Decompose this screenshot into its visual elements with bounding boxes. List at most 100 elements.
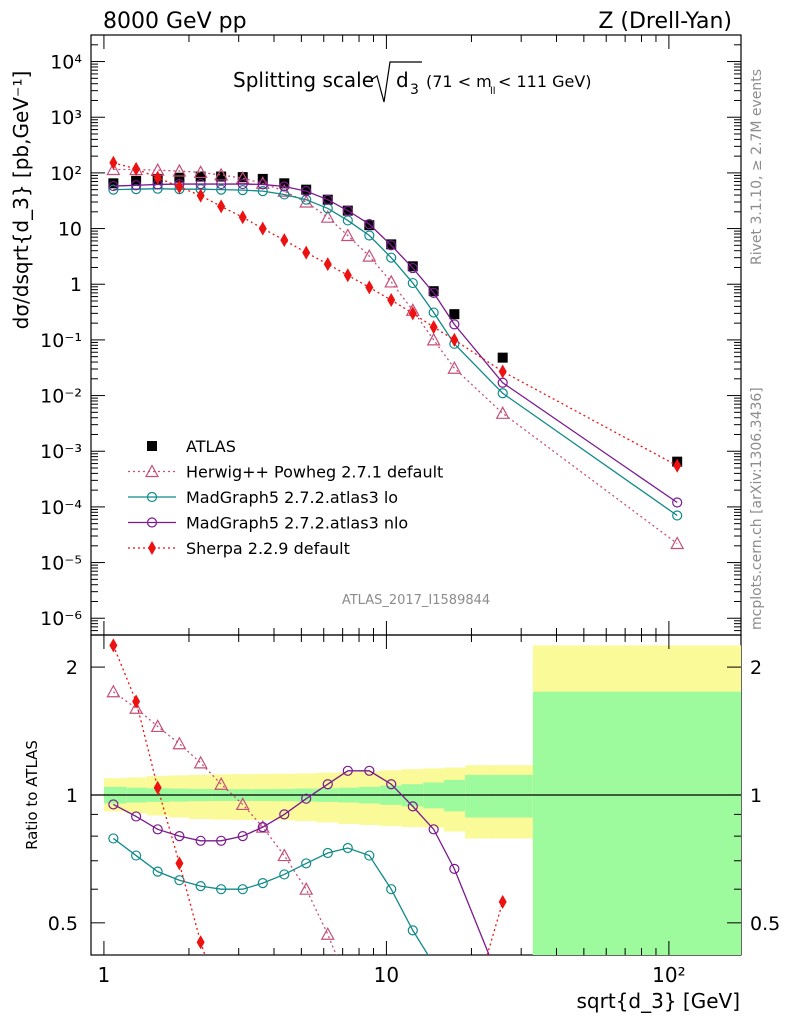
ratio-line-herwig-powheg-2-7-1-default (112, 691, 337, 955)
legend-marker (147, 441, 157, 451)
main-point-herwig-powheg-2-7-1-default (255, 176, 270, 189)
y-tick-label-main: 10⁻⁶ (40, 608, 82, 630)
main-point-madgraph5-2-7-2-atlas3-lo (279, 189, 290, 200)
side-mcplots: mcplots.cern.ch [arXiv:1306.3436] (749, 387, 765, 630)
main-point-sherpa-2-2-9-default (498, 364, 507, 379)
sqrt-icon (370, 61, 422, 103)
ratio-point-herwig-powheg-2-7-1-default (172, 736, 187, 750)
ratio-point-madgraph5-2-7-2-atlas3-nlo (342, 765, 353, 776)
main-point-herwig-powheg-2-7-1-default (320, 209, 335, 223)
legend: ATLAS Herwig++ Powheg 2.7.1 default MadGra… (128, 437, 443, 558)
ratio-point-madgraph5-2-7-2-atlas3-nlo (108, 799, 119, 810)
legend-marker (146, 517, 158, 528)
main-line-sherpa-2-2-9-default (113, 162, 678, 467)
main-point-sherpa-2-2-9-default (258, 221, 267, 236)
watermark: ATLAS_2017_I1589844 (342, 593, 490, 608)
ratio-point-madgraph5-2-7-2-atlas3-nlo (195, 835, 206, 846)
ratio-point-madgraph5-2-7-2-atlas3-nlo (364, 765, 375, 776)
y-tick-label-ratio-right: 2 (750, 657, 762, 679)
y-tick-label-main: 10⁻⁴ (40, 497, 82, 519)
ratio-point-herwig-powheg-2-7-1-default (235, 797, 250, 811)
main-point-atlas (301, 184, 312, 195)
y-tick-label-main: 10 (58, 219, 82, 241)
main-point-atlas (216, 171, 227, 182)
ratio-point-madgraph5-2-7-2-atlas3-nlo (407, 801, 418, 812)
main-point-madgraph5-2-7-2-atlas3-nlo (257, 179, 268, 190)
y-tick-label-main: 10⁻¹ (40, 330, 82, 352)
legend-label: Sherpa 2.2.9 default (186, 539, 350, 558)
main-point-sherpa-2-2-9-default (365, 280, 374, 295)
main-point-madgraph5-2-7-2-atlas3-lo (257, 186, 268, 197)
main-point-herwig-powheg-2-7-1-default (235, 171, 250, 184)
main-point-madgraph5-2-7-2-atlas3-nlo (364, 219, 375, 230)
ratio-point-madgraph5-2-7-2-atlas3-nlo (301, 793, 312, 804)
main-point-sherpa-2-2-9-default (175, 179, 184, 194)
ratio-series (106, 638, 507, 955)
main-point-madgraph5-2-7-2-atlas3-nlo (108, 180, 119, 192)
main-point-madgraph5-2-7-2-atlas3-nlo (428, 287, 439, 298)
main-point-atlas (386, 239, 397, 250)
main-point-madgraph5-2-7-2-atlas3-lo (497, 388, 508, 399)
main-point-atlas (279, 178, 290, 189)
ylabel-main: dσ/dsqrt{d_3} [pb,GeV⁻¹] (9, 71, 33, 330)
main-point-herwig-powheg-2-7-1-default (193, 165, 208, 179)
main-point-madgraph5-2-7-2-atlas3-nlo (322, 194, 333, 205)
main-point-sherpa-2-2-9-default (323, 257, 332, 272)
title-cut-close: < 111 GeV) (498, 72, 592, 91)
y-tick-label-ratio: 1 (66, 785, 78, 807)
legend-marker (144, 464, 160, 478)
main-point-herwig-powheg-2-7-1-default (172, 163, 187, 177)
ratio-point-sherpa-2-2-9-default (153, 780, 162, 795)
ratio-point-madgraph5-2-7-2-atlas3-nlo (237, 831, 248, 842)
main-point-herwig-powheg-2-7-1-default (426, 332, 441, 346)
title-cut-sub: ll (490, 86, 496, 97)
ratio-point-herwig-powheg-2-7-1-default (129, 701, 144, 714)
legend-marker (148, 541, 156, 555)
main-point-madgraph5-2-7-2-atlas3-nlo (301, 186, 312, 197)
main-point-atlas (195, 171, 206, 182)
y-tick-label-ratio-right: 1 (750, 785, 762, 807)
ratio-point-madgraph5-2-7-2-atlas3-nlo (449, 863, 460, 874)
legend-label: ATLAS (186, 437, 236, 456)
x-tick-label: 1 (98, 963, 111, 987)
title-main: Splitting scale (233, 68, 374, 92)
main-series (106, 155, 685, 550)
ratio-point-herwig-powheg-2-7-1-default (193, 755, 208, 769)
x-tick-label: 10 (374, 963, 399, 987)
main-point-madgraph5-2-7-2-atlas3-nlo (131, 180, 142, 191)
ratio-point-madgraph5-2-7-2-atlas3-lo (342, 842, 353, 854)
ratio-line-sherpa-2-2-9-default (112, 645, 206, 955)
main-point-madgraph5-2-7-2-atlas3-lo (237, 185, 248, 196)
main-line-herwig-powheg-2-7-1-default (113, 168, 678, 545)
ratio-point-madgraph5-2-7-2-atlas3-lo (407, 925, 418, 936)
main-point-madgraph5-2-7-2-atlas3-lo (342, 215, 353, 226)
y-tick-label-main: 10⁻³ (40, 441, 82, 463)
header-right: Z (Drell-Yan) (598, 9, 732, 34)
ratio-point-madgraph5-2-7-2-atlas3-lo (386, 884, 397, 895)
ratio-point-sherpa-2-2-9-default (132, 694, 141, 709)
main-point-herwig-powheg-2-7-1-default (106, 162, 121, 176)
main-point-madgraph5-2-7-2-atlas3-nlo (237, 178, 248, 190)
main-point-atlas (257, 173, 268, 184)
ratio-point-madgraph5-2-7-2-atlas3-nlo (216, 835, 227, 846)
main-point-sherpa-2-2-9-default (109, 155, 118, 170)
ratio-point-herwig-powheg-2-7-1-default (214, 776, 229, 790)
y-tick-label-ratio: 0.5 (48, 913, 78, 935)
main-point-madgraph5-2-7-2-atlas3-nlo (342, 205, 353, 216)
legend-marker (146, 491, 158, 503)
main-point-madgraph5-2-7-2-atlas3-lo (386, 252, 397, 263)
main-point-madgraph5-2-7-2-atlas3-nlo (407, 262, 418, 274)
main-point-madgraph5-2-7-2-atlas3-lo (407, 277, 418, 289)
title-sqrt-sub: 3 (410, 82, 419, 98)
main-point-herwig-powheg-2-7-1-default (384, 274, 399, 288)
ratio-point-sherpa-2-2-9-default (175, 856, 184, 871)
y-tick-label-ratio-right: 0.5 (750, 913, 780, 935)
band-inner-bin (465, 774, 489, 818)
main-point-madgraph5-2-7-2-atlas3-lo (216, 184, 227, 195)
legend-label: MadGraph5 2.7.2.atlas3 nlo (186, 514, 408, 533)
main-point-sherpa-2-2-9-default (153, 170, 162, 185)
main-point-madgraph5-2-7-2-atlas3-lo (108, 184, 119, 195)
y-tick-label-main: 1 (70, 274, 82, 296)
main-point-sherpa-2-2-9-default (429, 320, 438, 335)
xlabel: sqrt{d_3} [GeV] (577, 989, 741, 1013)
